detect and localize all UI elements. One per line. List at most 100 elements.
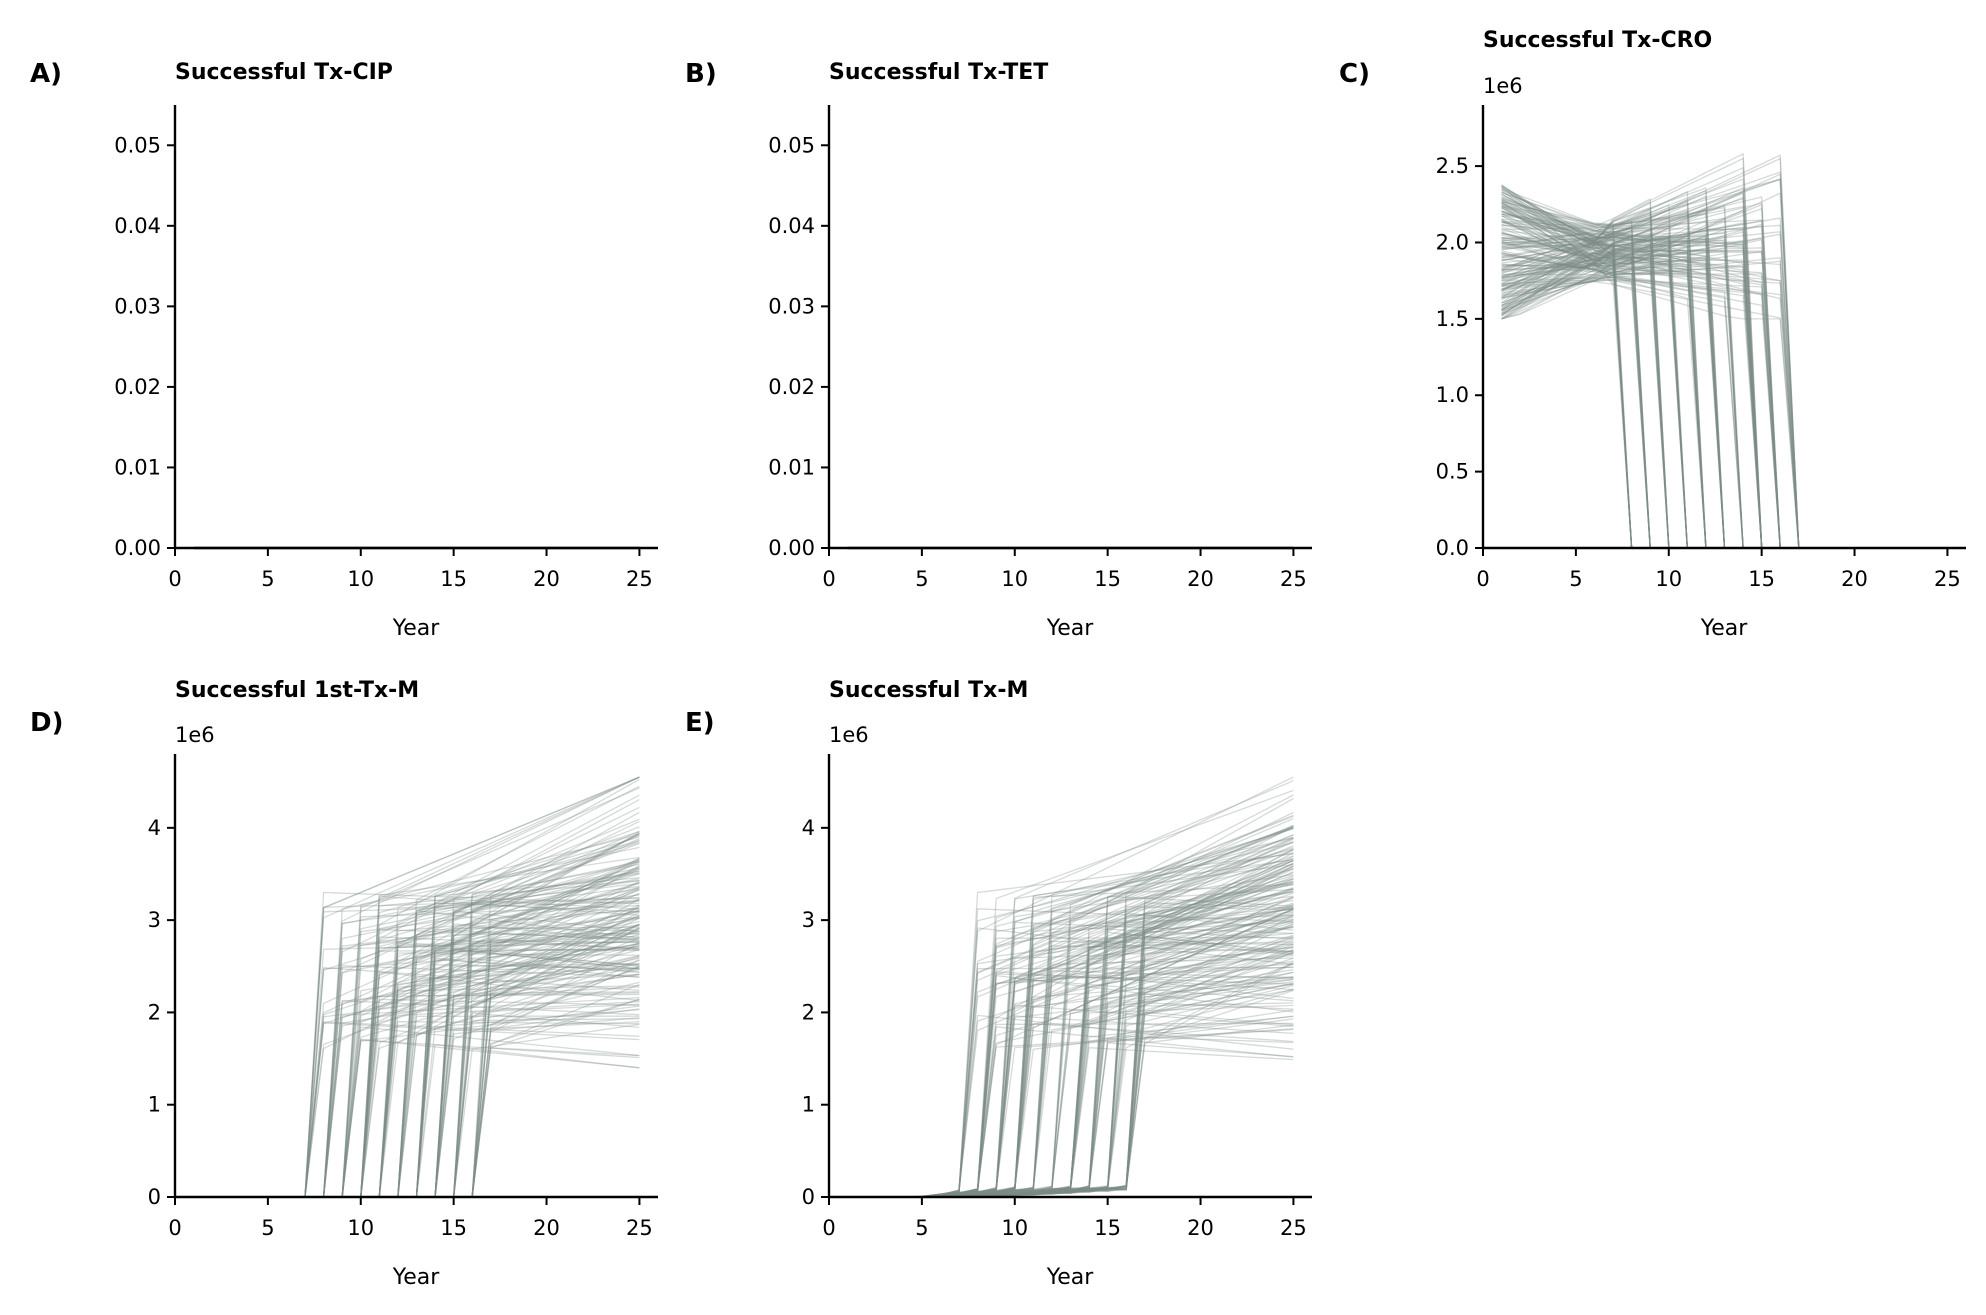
plot-area: 0 5 10 15 20 25 0 1 2 3 4: [148, 754, 658, 1240]
series-line: [193, 1021, 640, 1198]
x-tick-label: 15: [1094, 567, 1121, 591]
series-line: [1501, 234, 1948, 549]
panel-c: C) Successful Tx-CRO 1e6 0 5 10 15 20 25 0.0 0.…: [1339, 28, 1966, 641]
y-tick-label: 4: [148, 816, 161, 840]
y-tick-label: 3: [802, 908, 815, 932]
x-tick-label: 5: [915, 567, 928, 591]
x-axis-label: Year: [392, 1265, 441, 1290]
series-line: [1501, 268, 1948, 549]
y-offset-label: 1e6: [829, 723, 869, 747]
panel-letter: C): [1339, 59, 1370, 89]
x-tick-label: 25: [1280, 1216, 1307, 1240]
x-tick-label: 15: [1094, 1216, 1121, 1240]
panel-letter: B): [685, 59, 717, 89]
panel-letter: E): [685, 708, 715, 738]
panel-b: B) Successful Tx-TET 0 5 10 15 20 250.000.010…: [685, 59, 1312, 641]
y-tick-label: 0.0: [1436, 536, 1469, 560]
panel-letter: A): [30, 59, 62, 89]
x-tick-label: 25: [626, 567, 653, 591]
series-line: [1501, 276, 1948, 549]
y-tick-label: 0.04: [114, 214, 161, 238]
y-tick-label: 0.04: [768, 214, 815, 238]
x-tick-label: 0: [822, 567, 835, 591]
series-line: [193, 1039, 640, 1198]
series-line: [847, 1009, 1294, 1198]
series-line: [1501, 277, 1948, 549]
y-tick-label: 2: [802, 1000, 815, 1024]
y-tick-label: 0.02: [768, 375, 815, 399]
series-line: [1501, 278, 1948, 549]
x-tick-label: 0: [168, 1216, 181, 1240]
series-line: [1501, 271, 1948, 549]
x-tick-label: 20: [533, 1216, 560, 1240]
x-tick-label: 20: [533, 567, 560, 591]
panel-d: D) Successful 1st-Tx-M 1e6 0 5 10 15 20 25 0 1 2…: [30, 678, 658, 1290]
panel-title: Successful Tx-CRO: [1483, 28, 1712, 53]
series-line: [847, 1026, 1294, 1198]
x-tick-label: 10: [1001, 1216, 1028, 1240]
y-tick-label: 2: [148, 1000, 161, 1024]
plot-area: 0 5 10 15 20 25 0.00 0.01 0.02 0.03 0.04 0.05: [768, 105, 1312, 591]
series-line: [193, 1038, 640, 1198]
x-axis-label: Year: [1046, 1265, 1095, 1290]
series-line: [193, 1000, 640, 1198]
series-line: [193, 1023, 640, 1198]
series-line: [847, 1028, 1294, 1198]
y-offset-label: 1e6: [175, 723, 215, 747]
x-tick-label: 20: [1187, 1216, 1214, 1240]
series-line: [193, 998, 640, 1198]
x-tick-label: 25: [1934, 567, 1961, 591]
x-tick-label: 5: [261, 567, 274, 591]
y-tick-label: 3: [148, 908, 161, 932]
series-line: [193, 1043, 640, 1198]
y-tick-label: 4: [802, 816, 815, 840]
y-tick-label: 1: [802, 1093, 815, 1117]
plot-area: 0 5 10 15 20 25 0.0 0.5 1.0 1.5 2.0 2.5: [1436, 105, 1966, 591]
plot-area: 0 5 10 15 20 25 0 1 2 3 4: [802, 754, 1312, 1240]
y-tick-label: 0.00: [768, 536, 815, 560]
series-line: [847, 1042, 1294, 1198]
x-tick-label: 10: [1655, 567, 1682, 591]
series-line: [193, 1047, 640, 1198]
series-line: [847, 1018, 1294, 1198]
series-line: [847, 1047, 1294, 1198]
series-line: [193, 1021, 640, 1198]
panel-letter: D): [30, 708, 63, 738]
plot-area: 0 5 10 15 20 25 0.00 0.01 0.02 0.03 0.04 0.05: [114, 105, 658, 591]
x-tick-label: 25: [1280, 567, 1307, 591]
x-tick-label: 10: [347, 567, 374, 591]
panel-title: Successful 1st-Tx-M: [175, 678, 419, 703]
y-tick-label: 0.05: [114, 133, 161, 157]
y-tick-label: 0.00: [114, 536, 161, 560]
x-tick-label: 15: [440, 567, 467, 591]
series-line: [1501, 280, 1948, 549]
x-axis-label: Year: [1046, 616, 1095, 641]
series-line: [847, 1035, 1294, 1198]
series-line: [1501, 279, 1948, 549]
series-line: [847, 846, 1294, 1198]
x-tick-label: 0: [168, 567, 181, 591]
y-tick-label: 2.5: [1436, 154, 1469, 178]
panel-e: E) Successful Tx-M 1e6 0 5 10 15 20 25 0 1 2 3 4 Y…: [685, 678, 1312, 1290]
y-offset-label: 1e6: [1483, 74, 1523, 98]
y-tick-label: 1.0: [1436, 383, 1469, 407]
series-line: [193, 998, 640, 1198]
x-tick-label: 15: [1748, 567, 1775, 591]
y-tick-label: 0: [148, 1185, 161, 1209]
x-tick-label: 10: [347, 1216, 374, 1240]
series-line: [193, 1001, 640, 1198]
x-axis-label: Year: [392, 616, 441, 641]
panel-title: Successful Tx-CIP: [175, 60, 393, 85]
series-line: [193, 998, 640, 1198]
panel-a: A) Successful Tx-CIP 0 5 10 15 20 25 0.00 0.01 0…: [30, 59, 658, 641]
y-tick-label: 0.02: [114, 375, 161, 399]
y-tick-label: 0.01: [114, 455, 161, 479]
series-line: [193, 820, 640, 1198]
y-tick-label: 1: [148, 1093, 161, 1117]
series-line: [847, 1028, 1294, 1198]
y-tick-label: 1.5: [1436, 307, 1469, 331]
x-tick-label: 5: [915, 1216, 928, 1240]
x-tick-label: 5: [261, 1216, 274, 1240]
y-tick-label: 0.03: [768, 294, 815, 318]
x-tick-label: 15: [440, 1216, 467, 1240]
